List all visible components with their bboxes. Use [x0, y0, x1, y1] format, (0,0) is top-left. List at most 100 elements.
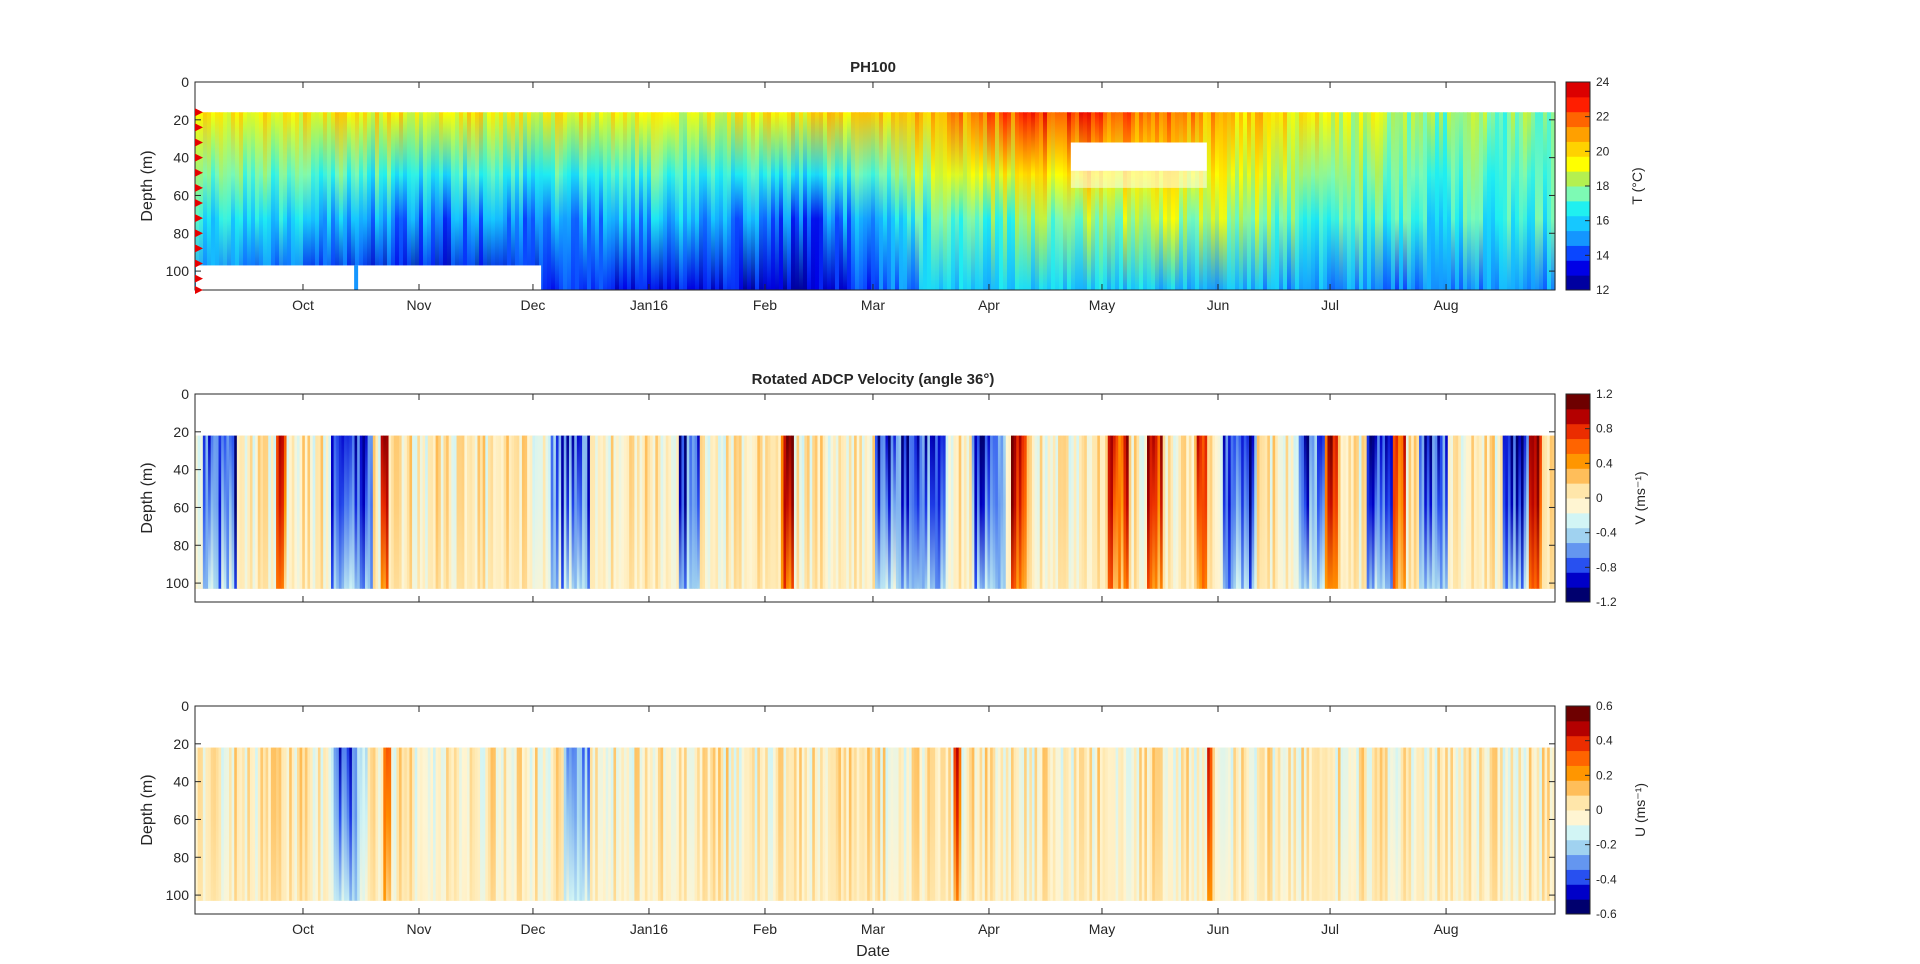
velocity-strip	[1343, 435, 1347, 589]
panel-u-velocity-frame	[194, 705, 1556, 915]
velocity-strip	[702, 435, 706, 589]
velocity-strip	[1139, 747, 1143, 901]
temperature-strip	[647, 112, 652, 290]
velocity-strip	[773, 747, 777, 901]
velocity-strip	[1361, 435, 1365, 589]
velocity-strip	[265, 747, 269, 901]
velocity-strip	[911, 747, 915, 901]
temperature-strip	[467, 112, 472, 290]
velocity-strip	[1162, 747, 1166, 901]
velocity-strip	[1050, 435, 1054, 589]
velocity-strip	[650, 747, 654, 901]
colorbar-tick-label: 0.4	[1596, 734, 1613, 748]
velocity-strip	[616, 747, 620, 901]
temperature-strip	[383, 112, 388, 290]
velocity-strip	[1037, 747, 1041, 901]
velocity-strip	[979, 435, 983, 589]
velocity-strip	[1149, 747, 1153, 901]
velocity-strip	[461, 435, 465, 589]
velocity-strip	[767, 747, 771, 901]
velocity-strip	[1309, 435, 1313, 589]
x-tick-label: Feb	[753, 297, 777, 313]
velocity-strip	[875, 435, 879, 589]
velocity-strip	[1259, 435, 1263, 589]
velocity-strip	[242, 435, 246, 589]
temperature-strip	[551, 112, 556, 290]
velocity-strip	[1351, 747, 1355, 901]
temperature-strip	[259, 112, 264, 290]
velocity-strip	[799, 747, 803, 901]
velocity-strip	[801, 435, 805, 589]
velocity-strip	[1476, 435, 1480, 589]
velocity-strip	[1337, 747, 1342, 901]
sensor-marker	[195, 286, 203, 294]
velocity-strip	[906, 747, 910, 901]
temperature-strip	[963, 112, 968, 290]
velocity-strip	[378, 747, 382, 901]
temperature-strip	[1275, 112, 1280, 290]
velocity-strip	[561, 435, 565, 589]
velocity-strip	[383, 747, 387, 901]
velocity-strip	[634, 435, 638, 589]
velocity-strip	[623, 747, 628, 901]
velocity-strip	[822, 747, 826, 901]
velocity-strip	[890, 747, 894, 901]
velocity-strip	[820, 747, 824, 901]
colorbar-tick-label: 22	[1596, 110, 1610, 124]
velocity-strip	[1249, 747, 1253, 901]
velocity-strip	[1215, 435, 1219, 589]
velocity-strip	[1531, 747, 1535, 901]
velocity-strip	[956, 435, 960, 589]
temperature-strip	[815, 112, 820, 290]
velocity-strip	[1374, 435, 1378, 589]
temperature-strip	[1123, 112, 1128, 290]
velocity-strip	[412, 747, 416, 901]
velocity-strip	[433, 747, 437, 901]
velocity-strip	[323, 747, 327, 901]
velocity-strip	[1000, 747, 1004, 901]
velocity-strip	[1298, 435, 1302, 589]
velocity-strip	[1152, 747, 1156, 901]
velocity-strip	[236, 747, 240, 901]
temperature-strip	[431, 112, 436, 290]
velocity-strip	[597, 747, 601, 901]
temperature-strip	[291, 112, 296, 290]
velocity-strip	[1209, 435, 1213, 589]
velocity-strip	[854, 747, 858, 901]
velocity-strip	[286, 747, 290, 901]
velocity-strip	[425, 435, 429, 589]
temperature-strip	[883, 112, 888, 290]
temperature-strip	[1143, 112, 1148, 290]
velocity-strip	[506, 747, 510, 901]
velocity-strip	[1220, 435, 1224, 589]
x-tick-label: Dec	[521, 921, 546, 937]
velocity-strip	[647, 747, 651, 901]
velocity-strip	[945, 747, 949, 901]
velocity-strip	[1031, 435, 1036, 589]
temperature-strip	[1411, 112, 1416, 290]
velocity-strip	[1094, 435, 1098, 589]
velocity-strip	[1544, 747, 1548, 901]
temperature-strip	[1211, 112, 1216, 290]
temperature-strip	[1435, 112, 1440, 290]
temperature-strip	[875, 112, 880, 290]
velocity-strip	[786, 747, 790, 901]
velocity-strip	[788, 747, 792, 901]
velocity-strip	[210, 435, 214, 589]
velocity-strip	[443, 435, 447, 589]
velocity-strip	[626, 435, 630, 589]
velocity-strip	[226, 747, 230, 901]
temperature-strip	[787, 112, 792, 290]
velocity-strip	[1021, 747, 1025, 901]
velocity-strip	[1314, 435, 1318, 589]
colorbar-segment	[1566, 884, 1590, 900]
temperature-strip	[1147, 112, 1152, 290]
velocity-strip	[1264, 435, 1268, 589]
velocity-strip	[702, 747, 706, 901]
velocity-strip	[691, 747, 696, 901]
temperature-strip	[1347, 112, 1352, 290]
velocity-strip	[1065, 435, 1070, 589]
temperature-strip	[711, 112, 716, 290]
